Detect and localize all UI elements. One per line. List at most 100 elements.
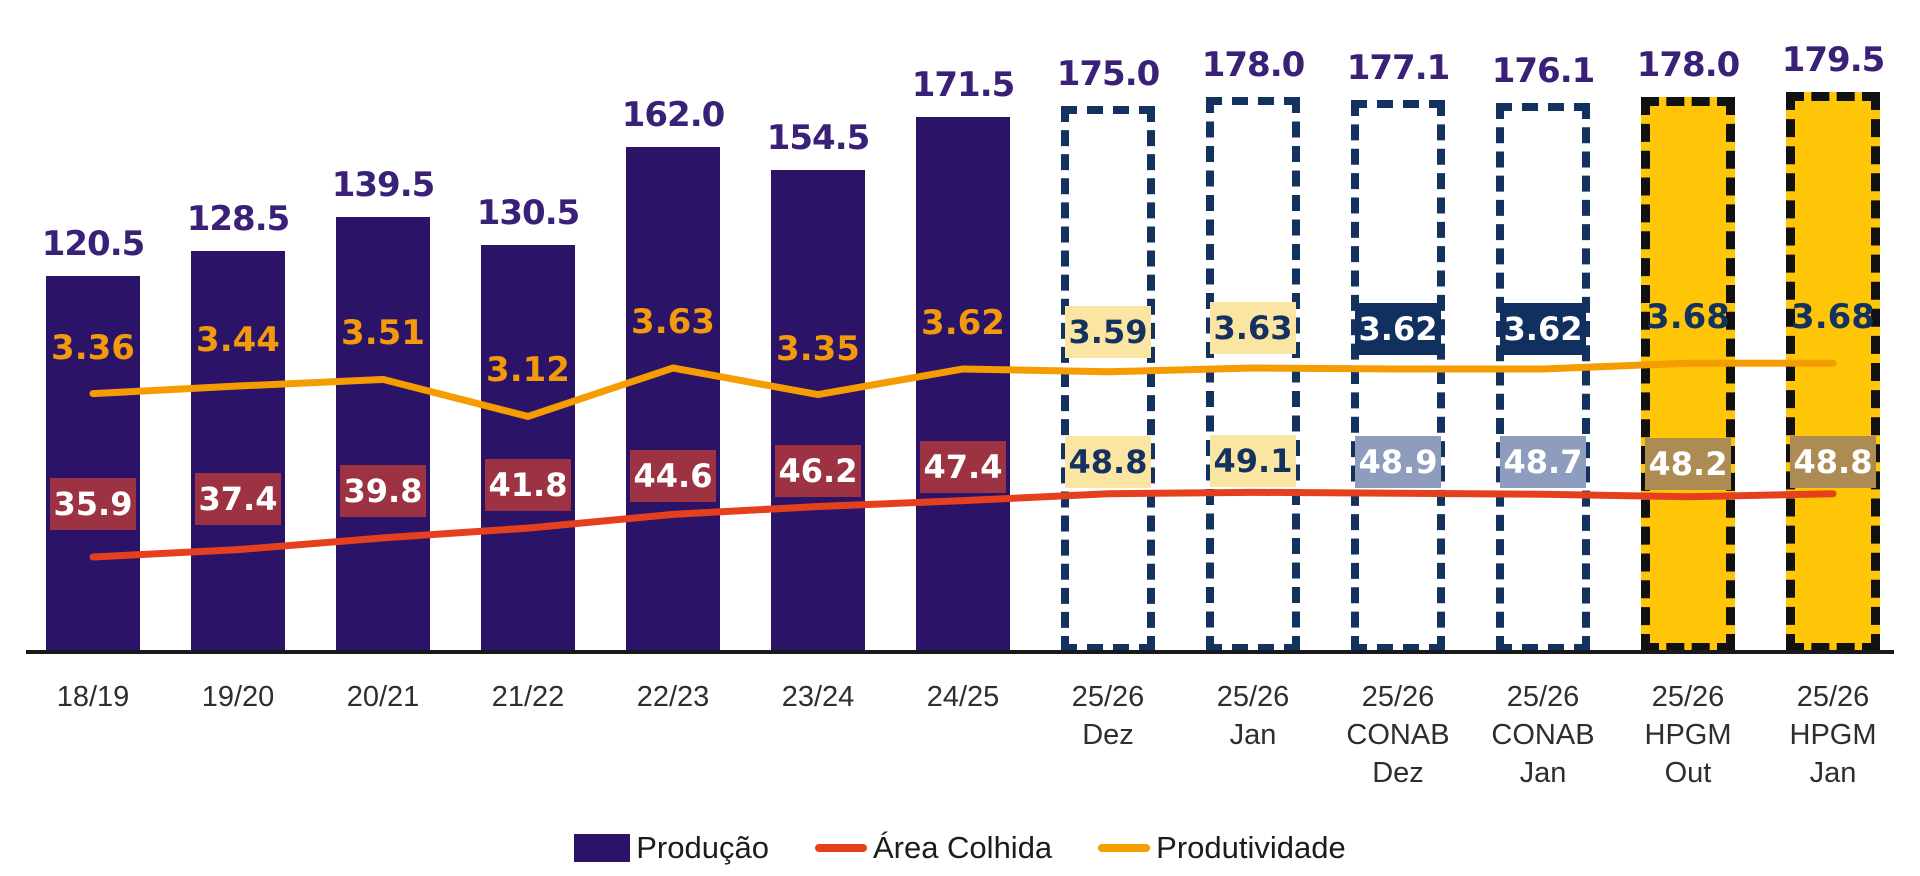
- producao-bar-0: [46, 276, 140, 652]
- producao-bar-6: [916, 117, 1010, 652]
- area-colhida-value-label-0: 35.9: [50, 478, 136, 530]
- x-axis-label-line: 23/24: [781, 681, 855, 713]
- x-axis-label-line: Dez: [1082, 719, 1134, 751]
- area-colhida-value-label-11: 48.2: [1645, 438, 1731, 491]
- producao-bar-11: [1641, 96, 1735, 652]
- produtividade-value-label-6: 3.62: [921, 302, 1005, 343]
- producao-value-label-3: 130.5: [476, 193, 581, 234]
- x-axis-label-line: HPGM: [1644, 719, 1732, 751]
- area-colhida-value-label-7: 48.8: [1065, 436, 1151, 489]
- producao-bar-1: [191, 251, 285, 652]
- x-axis-label-line: CONAB: [1491, 719, 1595, 751]
- x-axis-label-1: 19/20: [153, 678, 323, 716]
- x-axis-label-2: 20/21: [298, 678, 468, 716]
- producao-value-label-4: 162.0: [621, 94, 726, 135]
- produtividade-value-label-12: 3.68: [1791, 297, 1875, 338]
- x-axis-label-10: 25/26 CONAB Jan: [1458, 678, 1628, 792]
- producao-bar-swatch-icon: [574, 834, 631, 862]
- produtividade-value-label-0: 3.36: [51, 327, 135, 368]
- area-colhida-line-swatch-icon: [814, 844, 867, 852]
- x-axis-label-line: 21/22: [491, 681, 565, 713]
- x-axis-label-3: 21/22: [443, 678, 613, 716]
- x-axis-label-0: 18/19: [8, 678, 178, 716]
- area-colhida-value-label-1: 37.4: [195, 473, 281, 526]
- x-axis-label-9: 25/26 CONAB Dez: [1313, 678, 1483, 792]
- producao-value-label-5: 154.5: [766, 118, 871, 159]
- produtividade-value-label-2: 3.51: [341, 313, 425, 354]
- x-axis-label-line: Dez: [1372, 757, 1424, 789]
- x-axis-label-12: 25/26 HPGM Jan: [1748, 678, 1918, 792]
- legend-label-producao: Produção: [636, 830, 769, 865]
- chart-legend: Produção Área Colhida Produtividade: [0, 830, 1920, 866]
- x-axis-label-line: HPGM: [1789, 719, 1877, 751]
- legend-item-produtividade: Produtividade: [1098, 830, 1346, 866]
- area-colhida-value-label-10: 48.7: [1500, 436, 1586, 489]
- x-axis-label-line: 19/20: [201, 681, 275, 713]
- x-axis-label-line: 25/26: [1361, 681, 1435, 713]
- x-axis-label-line: 22/23: [636, 681, 710, 713]
- producao-value-label-6: 171.5: [911, 65, 1016, 106]
- producao-bar-5: [771, 170, 865, 652]
- x-axis-label-line: 18/19: [56, 681, 130, 713]
- x-axis-label-11: 25/26 HPGM Out: [1603, 678, 1773, 792]
- x-axis-label-line: Jan: [1519, 757, 1567, 789]
- produtividade-value-label-5: 3.35: [776, 328, 860, 369]
- producao-value-label-10: 176.1: [1491, 50, 1596, 91]
- x-axis-line: [26, 650, 1894, 654]
- x-axis-label-line: Jan: [1229, 719, 1277, 751]
- x-axis-label-line: CONAB: [1346, 719, 1450, 751]
- area-colhida-value-label-2: 39.8: [340, 465, 426, 518]
- x-axis-label-7: 25/26 Dez: [1023, 678, 1193, 754]
- x-axis-label-line: Out: [1664, 757, 1712, 789]
- x-axis-label-line: 24/25: [926, 681, 1000, 713]
- produtividade-value-label-1: 3.44: [196, 320, 280, 361]
- legend-item-producao: Produção: [574, 830, 769, 866]
- area-colhida-value-label-12: 48.8: [1790, 436, 1876, 489]
- x-axis-label-8: 25/26 Jan: [1168, 678, 1338, 754]
- producao-value-label-1: 128.5: [186, 199, 291, 240]
- x-axis-label-line: 25/26: [1071, 681, 1145, 713]
- produtividade-value-label-3: 3.12: [486, 350, 570, 391]
- area-colhida-value-label-8: 49.1: [1210, 435, 1296, 488]
- producao-value-label-0: 120.5: [41, 224, 146, 265]
- produtividade-value-label-7: 3.59: [1065, 305, 1151, 358]
- produtividade-value-label-9: 3.62: [1355, 302, 1441, 355]
- area-colhida-value-label-5: 46.2: [775, 444, 861, 497]
- x-axis-label-5: 23/24: [733, 678, 903, 716]
- producao-bar-12: [1786, 92, 1880, 652]
- produtividade-line-swatch-icon: [1098, 844, 1151, 852]
- x-axis-label-line: 25/26: [1506, 681, 1580, 713]
- producao-bar-7: [1061, 106, 1155, 652]
- legend-label-area-colhida: Área Colhida: [872, 830, 1053, 865]
- area-colhida-value-label-4: 44.6: [630, 449, 716, 502]
- area-colhida-value-label-9: 48.9: [1355, 435, 1441, 488]
- produtividade-value-label-10: 3.62: [1500, 302, 1586, 355]
- producao-value-label-7: 175.0: [1056, 54, 1161, 95]
- produtividade-value-label-8: 3.63: [1210, 302, 1296, 354]
- x-axis-label-line: 20/21: [346, 681, 420, 713]
- producao-bar-4: [626, 146, 720, 652]
- x-axis-label-line: 25/26: [1216, 681, 1290, 713]
- producao-bar-2: [336, 217, 430, 652]
- x-axis-label-line: 25/26: [1796, 681, 1870, 713]
- producao-bar-8: [1206, 96, 1300, 652]
- producao-bar-9: [1351, 99, 1445, 652]
- producao-value-label-8: 178.0: [1201, 44, 1306, 85]
- producao-bar-3: [481, 245, 575, 652]
- producao-value-label-12: 179.5: [1781, 40, 1886, 81]
- area-colhida-value-label-6: 47.4: [920, 440, 1006, 493]
- x-axis-label-6: 24/25: [878, 678, 1048, 716]
- producao-bar-10: [1496, 102, 1590, 652]
- x-axis-label-line: Jan: [1809, 757, 1857, 789]
- producao-value-label-11: 178.0: [1636, 44, 1741, 85]
- area-colhida-value-label-3: 41.8: [485, 458, 571, 511]
- produtividade-value-label-11: 3.68: [1646, 297, 1730, 338]
- produtividade-value-label-4: 3.63: [631, 302, 715, 342]
- legend-item-area-colhida: Área Colhida: [814, 830, 1053, 866]
- x-axis-label-4: 22/23: [588, 678, 758, 716]
- producao-value-label-9: 177.1: [1346, 47, 1451, 88]
- producao-value-label-2: 139.5: [331, 165, 436, 206]
- x-axis-label-line: 25/26: [1651, 681, 1725, 713]
- legend-label-produtividade: Produtividade: [1156, 830, 1346, 865]
